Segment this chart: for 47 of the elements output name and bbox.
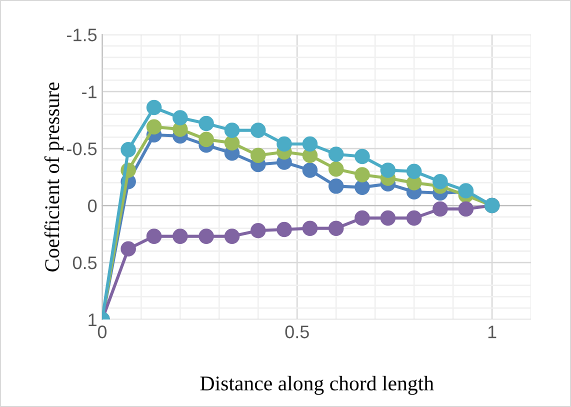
point: [146, 100, 162, 116]
point: [380, 162, 396, 178]
point: [172, 228, 188, 244]
point: [432, 174, 448, 190]
point: [328, 146, 344, 162]
y-tick-label: -0.5: [67, 142, 97, 156]
point: [354, 180, 370, 195]
point: [302, 136, 318, 152]
point: [250, 222, 266, 238]
y-tick-label: 0.5: [72, 256, 97, 270]
point: [198, 132, 214, 148]
point: [250, 122, 266, 138]
point: [172, 110, 188, 126]
point: [198, 116, 214, 132]
point: [120, 142, 136, 158]
y-axis-title: Coefficient of pressure: [44, 82, 64, 272]
point: [120, 241, 136, 256]
point: [198, 228, 214, 244]
point: [380, 210, 396, 226]
x-tick-label: 0.5: [285, 326, 309, 338]
x-tick-label: 0: [98, 326, 107, 338]
point: [406, 210, 422, 226]
point: [354, 210, 370, 226]
point: [328, 178, 344, 194]
point: [354, 148, 370, 164]
y-tick-label: -1.5: [67, 28, 97, 42]
point: [302, 220, 318, 236]
y-tick-label: 1: [88, 314, 96, 326]
y-tick-label: 0: [88, 199, 97, 212]
point: [224, 228, 240, 244]
point: [302, 162, 318, 178]
point: [250, 148, 266, 164]
point: [146, 228, 162, 244]
x-axis-title: Distance along chord length: [200, 376, 434, 395]
point: [328, 161, 344, 177]
point: [406, 164, 422, 179]
point: [146, 119, 162, 135]
point: [328, 220, 344, 236]
point: [432, 201, 448, 217]
point: [224, 122, 240, 138]
point: [276, 222, 292, 238]
point: [276, 136, 292, 152]
x-tick-label: 1: [488, 326, 496, 338]
point: [458, 201, 474, 217]
y-tick-label: -1: [82, 86, 96, 98]
point: [354, 167, 370, 182]
point: [224, 135, 240, 150]
